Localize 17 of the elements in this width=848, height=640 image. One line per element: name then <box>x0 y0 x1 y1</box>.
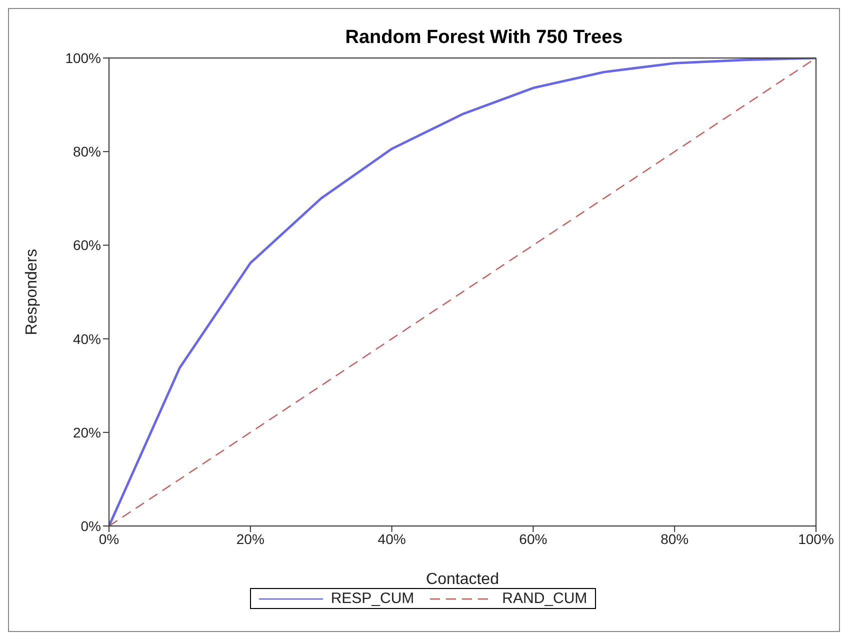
x-tick-label: 60% <box>519 530 548 547</box>
legend-label: RAND_CUM <box>501 590 588 607</box>
y-tick-label: 20% <box>72 424 101 440</box>
x-axis-title: Contacted <box>426 571 499 588</box>
chart-title: Random Forest With 750 Trees <box>344 27 624 49</box>
y-tick-label: 0% <box>80 518 101 534</box>
x-tick-label: 100% <box>798 530 834 547</box>
x-tick-label: 40% <box>378 530 406 547</box>
x-tick-label: 0% <box>98 530 120 547</box>
y-axis-title: Responders <box>24 248 41 336</box>
y-tick-label: 60% <box>72 237 101 254</box>
x-tick-label: 20% <box>236 530 264 547</box>
y-tick-label: 100% <box>65 50 101 66</box>
legend-label: RESP_CUM <box>330 590 414 607</box>
y-tick-label: 80% <box>72 144 101 160</box>
y-tick-label: 40% <box>72 330 101 347</box>
x-tick-label: 80% <box>660 530 689 547</box>
